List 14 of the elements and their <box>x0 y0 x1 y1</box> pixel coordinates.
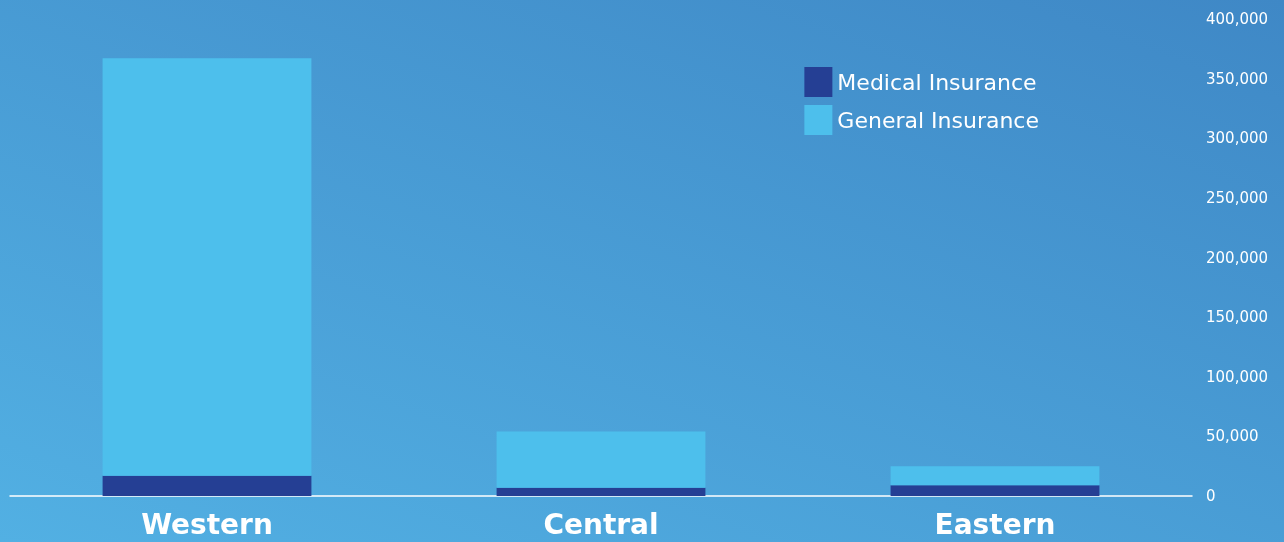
y-tick-label: 350,000 <box>1206 69 1269 88</box>
y-tick-label: 200,000 <box>1206 248 1269 267</box>
y-tick-label: 150,000 <box>1206 308 1269 327</box>
y-tick-label: 300,000 <box>1206 129 1269 148</box>
x-tick-label: Central <box>543 507 659 541</box>
legend-label: Medical Insurance <box>837 69 1037 95</box>
x-tick-label: Western <box>141 507 273 541</box>
y-tick-label: 100,000 <box>1206 367 1269 386</box>
x-tick-label: Eastern <box>934 507 1056 541</box>
legend-label: General Insurance <box>837 107 1040 133</box>
y-tick-label: 0 <box>1206 487 1216 505</box>
y-tick-label: 250,000 <box>1206 188 1269 207</box>
y-tick-label: 50,000 <box>1206 427 1259 446</box>
y-tick-label: 400,000 <box>1206 10 1269 28</box>
